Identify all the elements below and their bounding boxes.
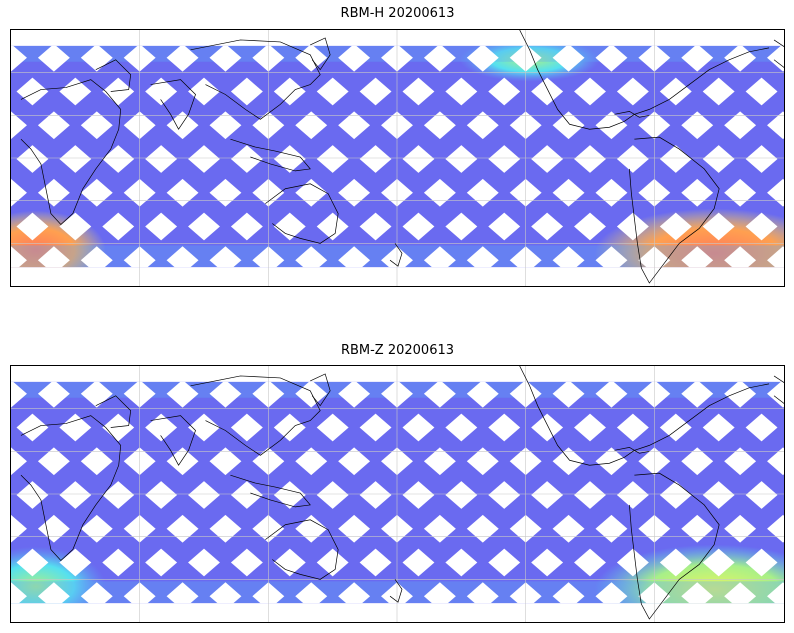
coastline-3 — [190, 39, 321, 120]
coastline-4 — [310, 373, 331, 407]
panel-title-rbm-z: RBM-Z 20200613 — [340, 343, 455, 358]
coastline-11 — [773, 375, 784, 404]
gridlines — [11, 366, 784, 622]
coastline-5 — [230, 138, 311, 172]
coastline-9 — [614, 110, 650, 118]
coastline-0 — [20, 79, 122, 225]
coastline-9 — [614, 446, 650, 454]
coastline-2 — [150, 79, 196, 130]
coastline-7 — [389, 243, 403, 267]
coastline-3 — [190, 375, 321, 456]
coastlines — [20, 30, 784, 284]
gridlines — [11, 30, 784, 286]
coastline-10 — [629, 472, 720, 620]
coastline-8 — [519, 366, 770, 466]
map-rbm-z — [11, 366, 784, 622]
coastline-10 — [629, 136, 720, 284]
coastline-1 — [95, 59, 132, 92]
coastline-4 — [310, 37, 331, 71]
coastline-7 — [389, 579, 403, 603]
panel-title-rbm-h: RBM-H 20200613 — [340, 6, 455, 21]
coastline-6 — [265, 183, 339, 244]
coastline-11 — [773, 39, 784, 68]
coastline-5 — [230, 474, 311, 508]
coastlines — [20, 366, 784, 620]
coastline-2 — [150, 415, 196, 466]
coastline-1 — [95, 395, 132, 428]
coastline-0 — [20, 415, 122, 561]
coastline-8 — [519, 30, 770, 130]
coastline-6 — [265, 519, 339, 580]
map-rbm-h — [11, 30, 784, 286]
map-panel-rbm-h — [10, 29, 785, 287]
map-panel-rbm-z — [10, 365, 785, 623]
